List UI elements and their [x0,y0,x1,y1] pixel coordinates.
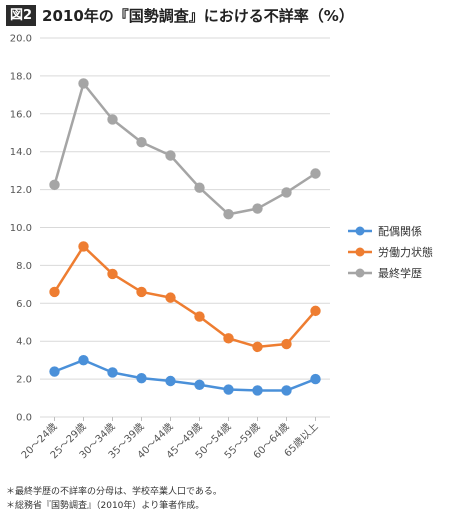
figure-header: 図2 2010年の『国勢調査』における不詳率（%） [6,3,354,27]
data-point [194,182,205,193]
data-point [310,373,321,385]
data-point [165,292,176,303]
legend-label: 労働力状態 [378,245,433,259]
legend-label: 配偶関係 [378,225,422,238]
data-point [281,338,292,350]
data-point [136,372,147,384]
data-point [107,367,118,378]
legend-label: 最終学歴 [378,266,422,280]
legend-swatch-marker [355,247,365,257]
line-chart: 0.02.04.06.08.010.012.014.016.018.020.02… [10,34,433,462]
figure-badge: 図2 [6,4,37,26]
footnote: ＊最終学歴の不詳率の分母は、学校卒業人口である。 [6,487,222,497]
data-point [252,385,263,396]
data-point [223,384,234,395]
footnote: ＊総務省『国勢調査』（2010年）より筆者作成。 [6,501,205,511]
data-point [107,114,118,125]
series-line [53,245,317,349]
data-point [136,286,147,298]
data-point [223,209,234,220]
data-point [281,187,292,198]
y-tick-label: 16.0 [10,109,32,120]
y-tick-label: 18.0 [10,71,32,82]
data-point [223,333,234,344]
y-tick-label: 8.0 [16,261,32,272]
series-line [53,82,317,216]
y-tick-label: 6.0 [16,299,32,310]
data-point [78,354,89,366]
data-point [165,375,176,387]
data-point [252,341,263,353]
y-tick-label: 0.0 [16,413,32,424]
y-tick-label: 20.0 [10,34,32,45]
data-point [78,241,89,252]
legend-swatch-marker [355,226,365,236]
series-line [54,358,316,392]
data-point [310,168,321,179]
data-point [49,286,60,298]
y-tick-label: 14.0 [10,147,32,158]
y-tick-label: 4.0 [16,337,32,348]
chart-title: 2010年の『国勢調査』における不詳率（%） [42,6,354,25]
data-point [194,379,205,390]
data-point [281,385,292,396]
footnotes: ＊最終学歴の不詳率の分母は、学校卒業人口である。 ＊総務省『国勢調査』（2010… [6,485,222,513]
y-tick-label: 12.0 [10,185,32,196]
legend-swatch-marker [355,268,365,278]
data-point [252,203,263,214]
data-point [49,179,60,191]
data-point [194,311,205,322]
data-point [136,137,147,148]
data-point [107,268,118,280]
y-tick-label: 10.0 [10,223,32,234]
y-tick-label: 2.0 [16,375,32,386]
data-point [310,305,321,317]
data-point [165,150,176,161]
data-point [78,78,89,89]
data-point [49,366,60,377]
